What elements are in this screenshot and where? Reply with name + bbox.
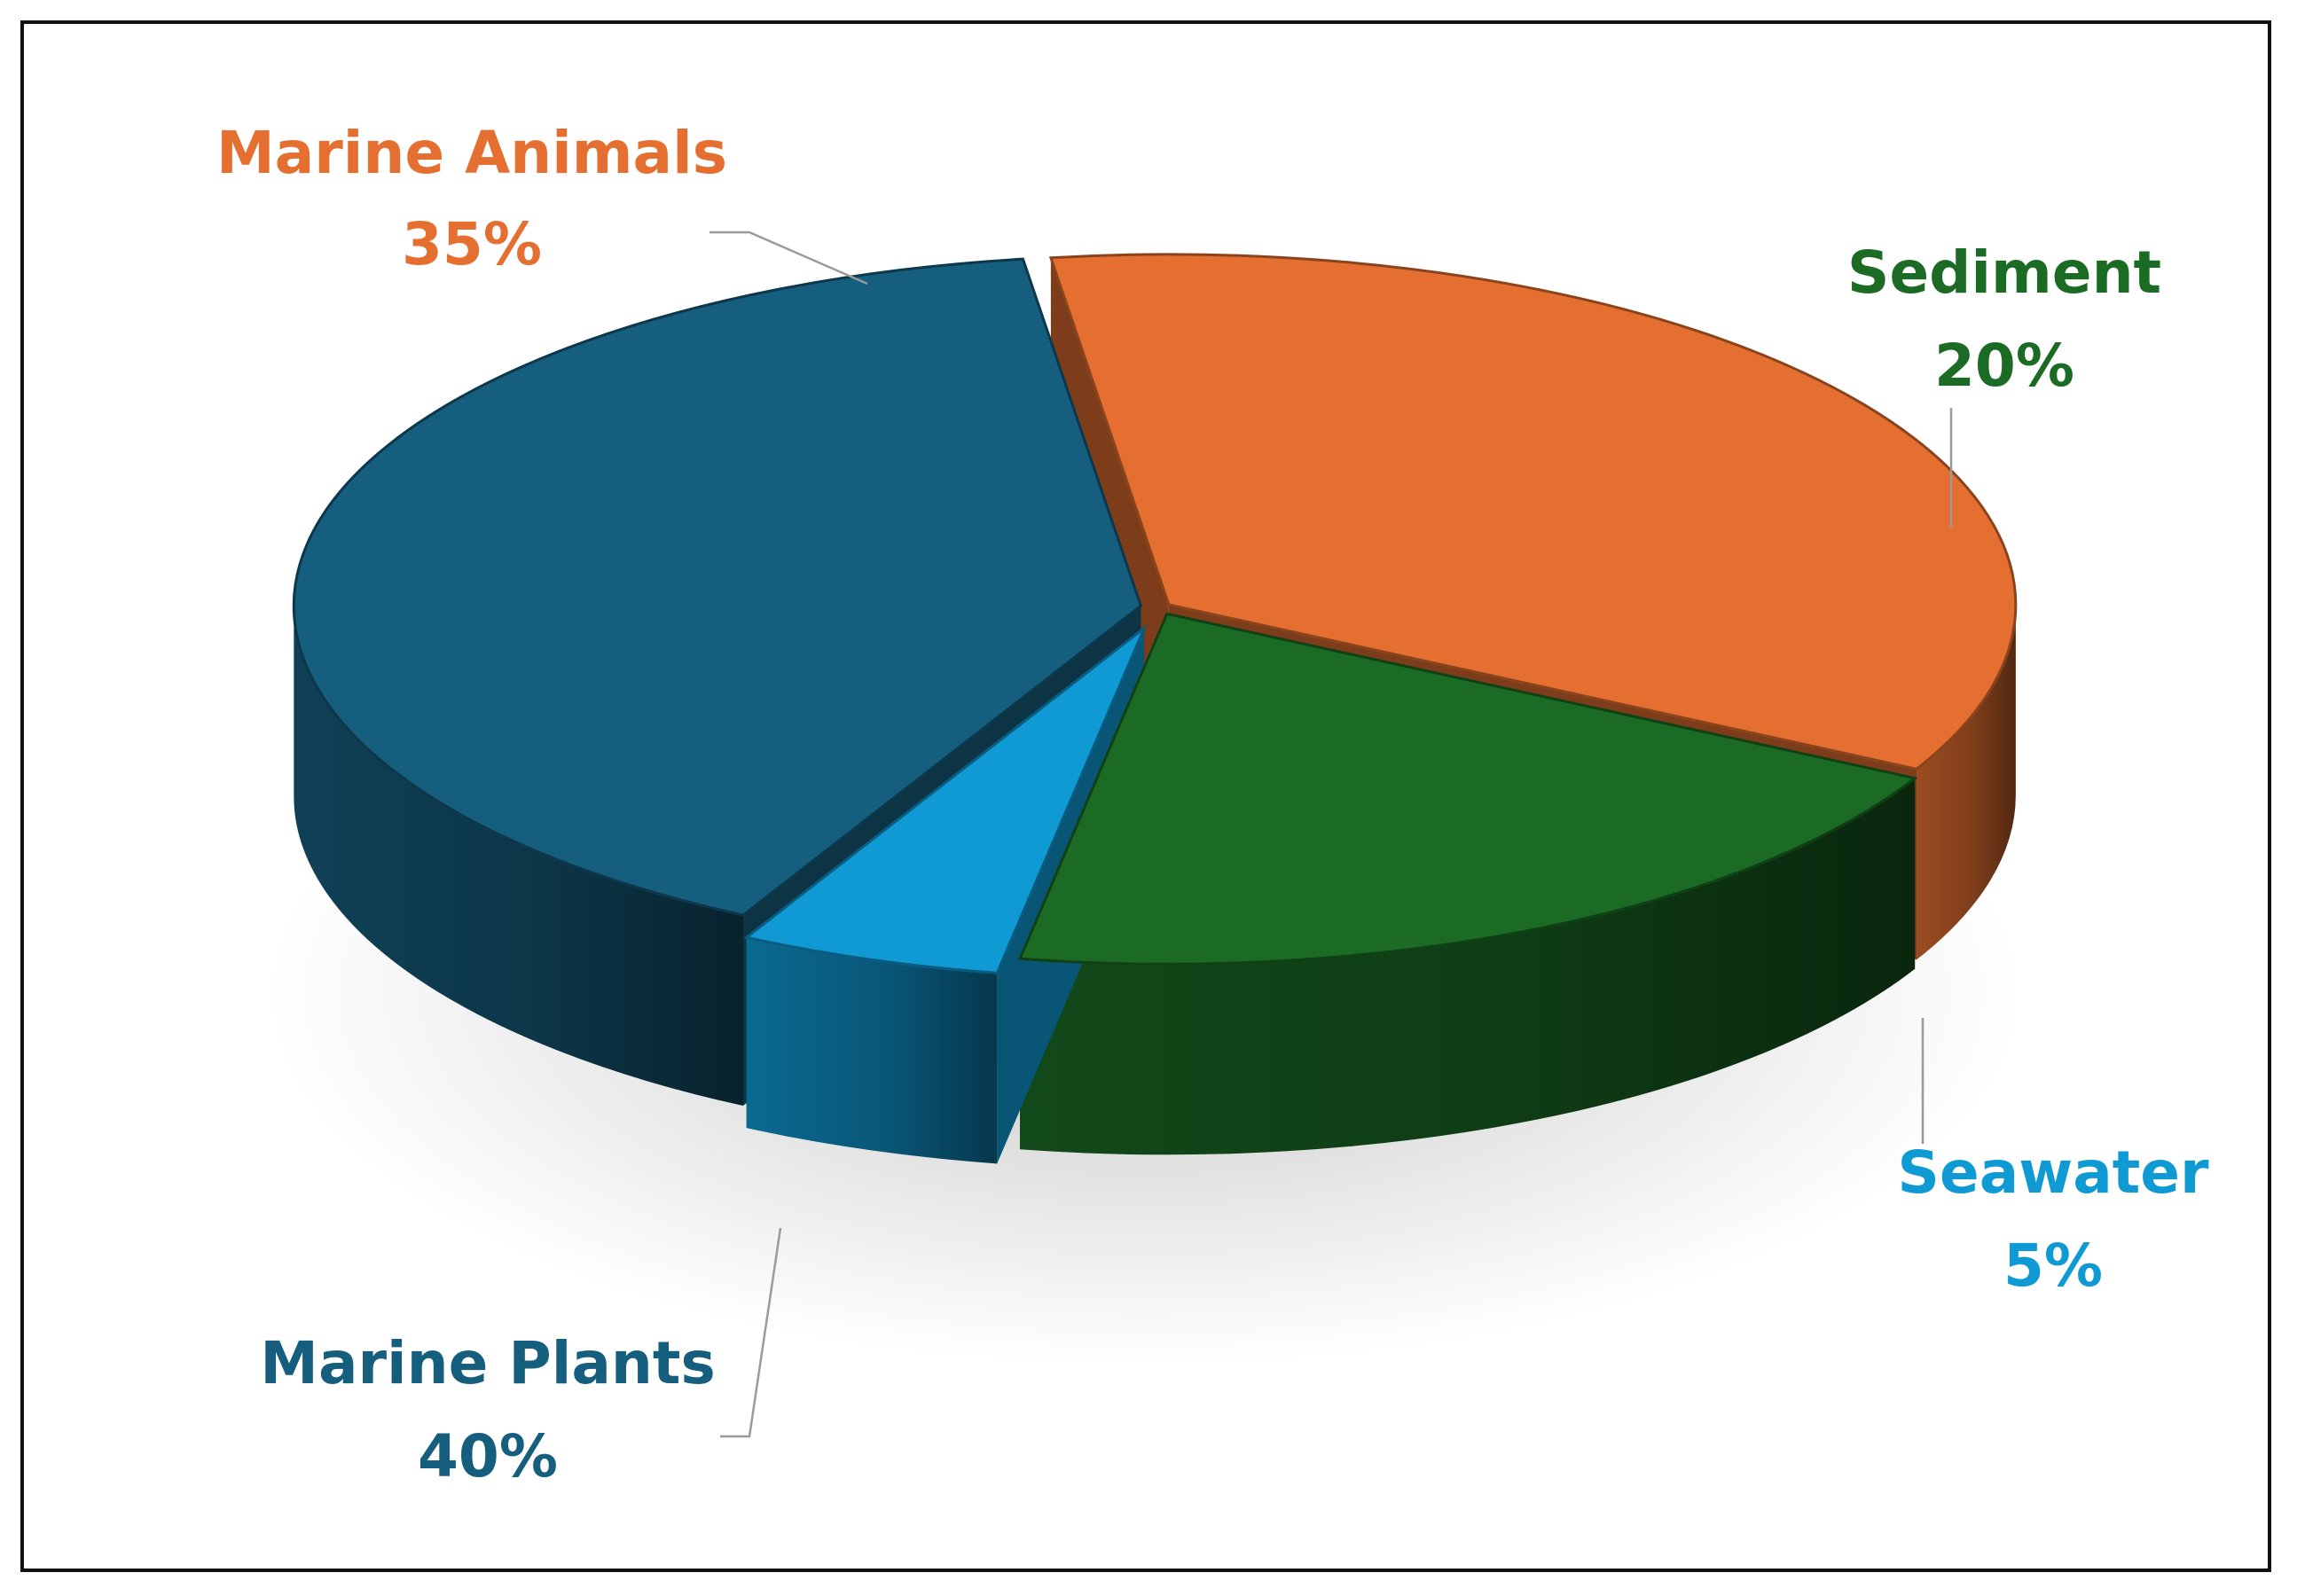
pie-slice-sediment <box>1017 612 1918 966</box>
label-sediment-value: 20% <box>1934 332 2074 400</box>
label-marine-animals-name: Marine Animals <box>216 119 727 187</box>
leader-lines <box>709 231 1953 1438</box>
leader-line-marine-animals <box>709 231 868 286</box>
pie-slice-marine-animals <box>1048 253 2018 771</box>
label-seawater-value: 5% <box>2003 1232 2103 1300</box>
pie-side-shade-seawater <box>746 937 998 1164</box>
pie-slice-seawater <box>743 623 1148 974</box>
pie-side-shade-marine-plants <box>294 606 743 1107</box>
pie-tops <box>292 253 2018 974</box>
label-sediment-name: Sediment <box>1847 239 2161 307</box>
label-marine-animals-value: 35% <box>402 210 542 278</box>
pie-side-shade-sediment <box>1020 778 1916 1155</box>
label-marine-plants-name: Marine Plants <box>260 1329 715 1397</box>
label-seawater-name: Seawater <box>1897 1138 2209 1207</box>
pie-slice-marine-plants <box>292 257 1143 917</box>
label-marine-plants-value: 40% <box>418 1422 558 1490</box>
leader-line-marine-plants <box>720 1227 782 1438</box>
data-labels: Marine Animals 35% Sediment 20% Seawater… <box>216 119 2209 1490</box>
pie-side-shade-marine-animals <box>1917 604 2016 960</box>
